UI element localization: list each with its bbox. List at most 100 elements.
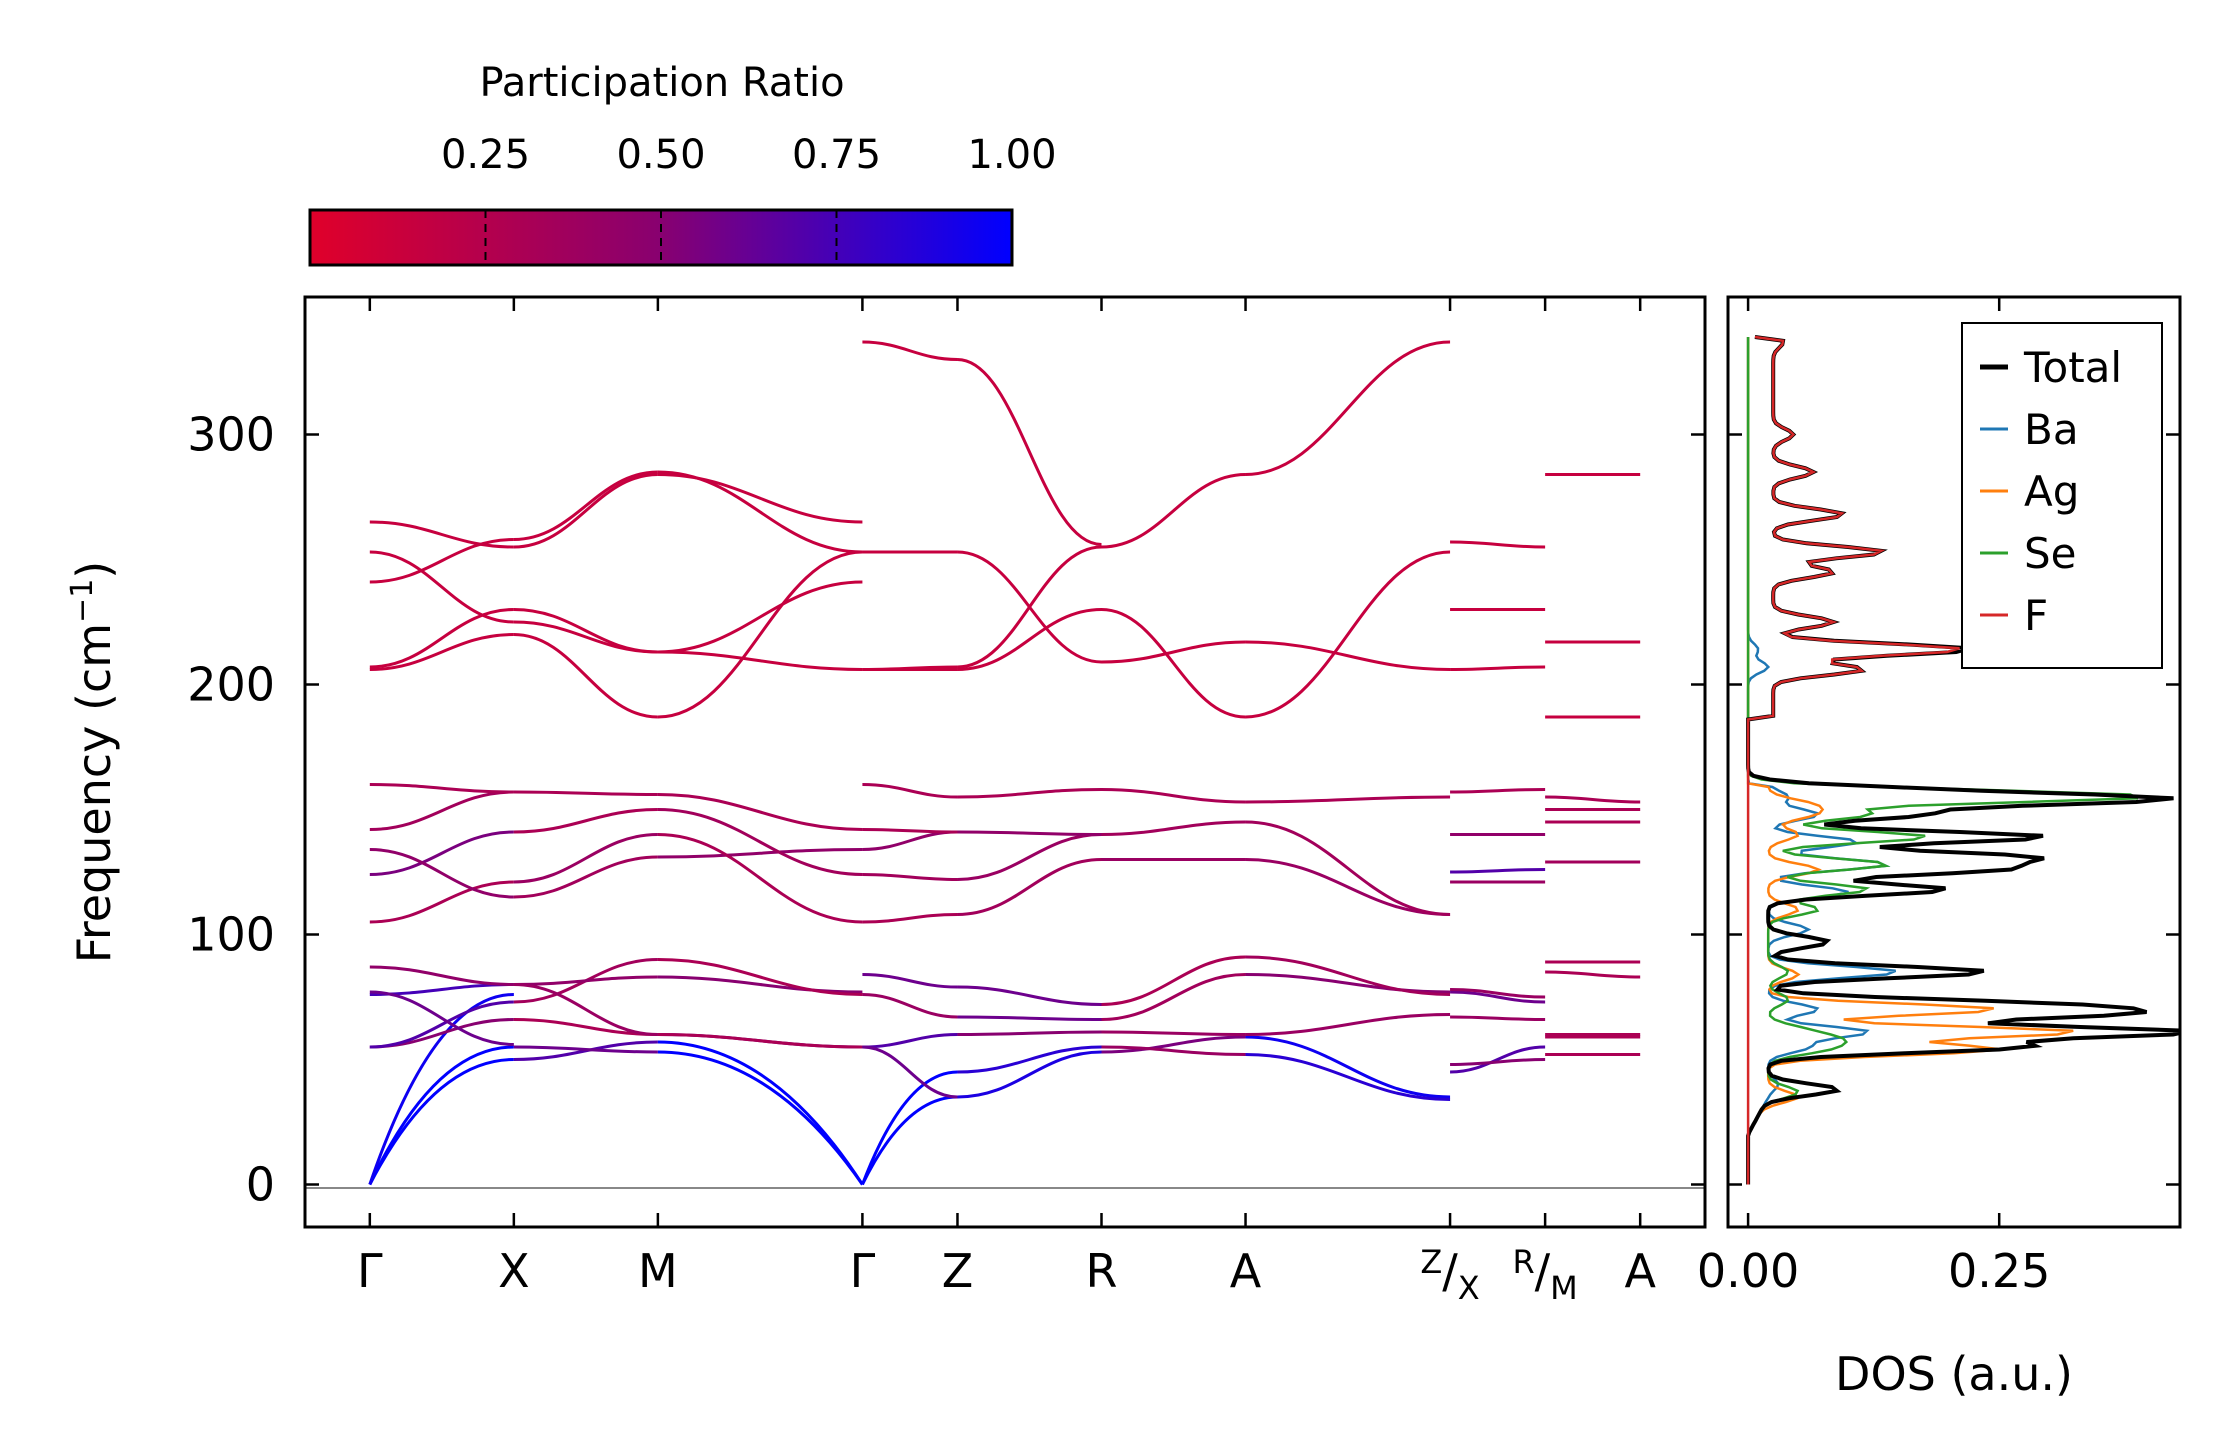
band-line (1450, 1015, 1546, 1021)
colorbar: Participation Ratio 0.25 0.50 0.75 1.00 (308, 60, 1057, 267)
colorbar-title: Participation Ratio (479, 60, 844, 106)
band-line (862, 340, 958, 361)
dos-line-f (1746, 335, 1960, 1185)
colorbar-tick-labels: 0.25 0.50 0.75 1.00 (441, 132, 1057, 178)
band-line (368, 1045, 514, 1186)
x-tick-label: X (498, 1244, 530, 1298)
band-line (862, 783, 958, 799)
colorbar-tick-label: 0.25 (441, 132, 530, 178)
colorbar-tick-label: 1.00 (967, 132, 1056, 178)
band-line (1545, 970, 1641, 979)
band-line (369, 790, 514, 831)
band-line (957, 358, 1102, 546)
band-line (1450, 1058, 1546, 1066)
colorbar-dividers (484, 210, 838, 265)
band-line (1245, 340, 1451, 476)
band-line (1101, 473, 1246, 549)
x-tick-label: Z/X (1420, 1243, 1479, 1307)
band-line (957, 833, 1102, 881)
band-line (657, 848, 863, 859)
band-line (1450, 788, 1546, 794)
dos-x-tick-label: 0.25 (1948, 1244, 2050, 1298)
x-tick-label: Γ (357, 1244, 383, 1298)
band-line (1101, 820, 1246, 836)
band-line (1245, 955, 1451, 996)
band-line (1245, 795, 1451, 804)
band-line (1245, 858, 1451, 916)
colorbar-tick-label: 0.75 (792, 132, 881, 178)
band-line (1245, 640, 1451, 671)
y-tick-label: 300 (187, 408, 275, 462)
band-line (369, 848, 514, 899)
band-line (1245, 1035, 1451, 1099)
y-tick-label: 0 (246, 1158, 275, 1212)
band-line (862, 1045, 958, 1099)
band-line (957, 1015, 1102, 1021)
band-line (1450, 540, 1546, 549)
band-line (1245, 973, 1451, 994)
band-line (513, 1045, 658, 1054)
band-line (513, 790, 658, 796)
x-tick-label: R (1086, 1244, 1118, 1298)
band-line (657, 1033, 863, 1049)
band-line (657, 550, 863, 719)
band-line (862, 873, 958, 881)
y-tick-label: 100 (187, 908, 275, 962)
band-line (1101, 640, 1246, 664)
band-line (657, 1040, 864, 1186)
band-line (1245, 1013, 1451, 1036)
colorbar-tick-label: 0.50 (616, 132, 705, 178)
band-line (1450, 988, 1546, 999)
band-line (957, 1045, 1102, 1074)
band-line (369, 965, 514, 986)
band-line (369, 608, 514, 669)
band-line (513, 608, 658, 654)
band-line (369, 520, 514, 549)
dos-panel: 0.00 0.25 DOS (a.u.) Total Ba Ag Se F (1697, 295, 2182, 1401)
band-line (1450, 1045, 1546, 1074)
band-line (957, 788, 1102, 799)
band-line (368, 993, 514, 1185)
band-structure-panel: 0 100 200 300 Γ X M Γ Z R A Z/X R/M A Frequency (cm−… (65, 295, 1707, 1307)
band-line (513, 808, 658, 834)
dos-x-axis: 0.00 0.25 (1697, 297, 2180, 1298)
band-line (369, 538, 514, 584)
band-line (862, 993, 958, 1019)
band-line (957, 858, 1102, 916)
band-line (862, 828, 958, 834)
band-line (957, 608, 1102, 671)
dos-lines (1746, 335, 2180, 1185)
band-line (657, 1050, 864, 1186)
band-line (861, 1095, 958, 1186)
band-line (513, 855, 658, 899)
y-tick-label: 200 (187, 658, 275, 712)
band-line (369, 830, 514, 876)
legend-label: Se (2024, 529, 2077, 578)
band-line (657, 793, 863, 831)
band-line (1101, 1030, 1246, 1036)
band-x-axis: Γ X M Γ Z R A Z/X R/M A (357, 297, 1656, 1307)
band-plot-frame (303, 295, 1707, 1229)
band-y-axis: 0 100 200 300 (187, 408, 1705, 1212)
band-line (657, 808, 863, 876)
x-tick-label: R/M (1512, 1243, 1577, 1307)
band-line (657, 580, 863, 654)
band-line (1450, 868, 1546, 874)
band-line (513, 633, 658, 719)
band-line (957, 550, 1102, 664)
band-line (1101, 955, 1246, 1006)
band-line (1101, 973, 1246, 1021)
band-line (369, 550, 514, 624)
x-tick-label: Z (942, 1244, 974, 1298)
band-line (369, 1000, 514, 1049)
band-line (1101, 608, 1246, 719)
band-line (657, 473, 863, 524)
band-line (1450, 990, 1546, 1004)
band-line (657, 650, 863, 671)
legend-label: Ba (2024, 405, 2079, 454)
dos-x-tick-label: 0.00 (1697, 1244, 1799, 1298)
band-line (369, 990, 514, 1046)
band-line (862, 913, 958, 924)
band-line (862, 665, 958, 671)
band-line (657, 833, 863, 924)
